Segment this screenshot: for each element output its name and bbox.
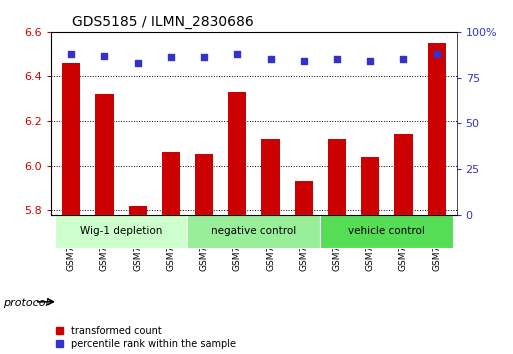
Point	[432, 51, 441, 57]
Point	[101, 53, 109, 58]
Bar	[321, 215, 453, 248]
Text: vehicle control: vehicle control	[348, 226, 425, 236]
Bar	[394, 135, 412, 215]
Bar	[162, 152, 180, 215]
Point	[67, 51, 75, 57]
Bar	[361, 156, 379, 215]
Text: protocol: protocol	[3, 298, 48, 308]
Point	[233, 51, 242, 57]
Bar	[54, 215, 187, 248]
Bar	[62, 63, 81, 215]
Bar	[427, 43, 446, 215]
Bar	[294, 181, 313, 215]
Bar	[195, 154, 213, 215]
Text: GDS5185 / ILMN_2830686: GDS5185 / ILMN_2830686	[72, 16, 253, 29]
Bar	[228, 92, 246, 215]
Point	[133, 60, 142, 66]
Bar	[187, 215, 321, 248]
Point	[266, 56, 274, 62]
Point	[366, 58, 374, 64]
Point	[300, 58, 308, 64]
Bar	[262, 139, 280, 215]
Text: negative control: negative control	[211, 226, 297, 236]
Legend: transformed count, percentile rank within the sample: transformed count, percentile rank withi…	[56, 326, 236, 349]
Bar	[328, 139, 346, 215]
Point	[200, 55, 208, 60]
Bar	[95, 94, 113, 215]
Point	[333, 56, 341, 62]
Point	[167, 55, 175, 60]
Point	[399, 56, 407, 62]
Bar	[129, 206, 147, 215]
Text: Wig-1 depletion: Wig-1 depletion	[80, 226, 162, 236]
